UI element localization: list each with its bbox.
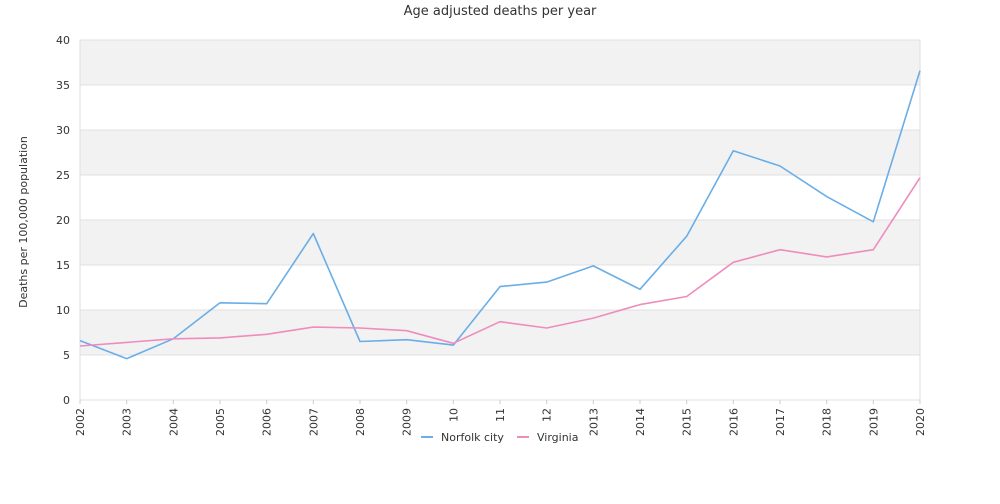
x-tick-label: 2019 xyxy=(867,408,880,436)
y-tick-label: 30 xyxy=(56,124,70,137)
y-tick-label: 20 xyxy=(56,214,70,227)
x-tick-label: 10 xyxy=(447,408,460,422)
legend-label: Norfolk city xyxy=(441,431,504,444)
legend-item: Virginia xyxy=(517,431,578,444)
x-tick-label: 2013 xyxy=(587,408,600,436)
y-tick-label: 35 xyxy=(56,79,70,92)
background-bands xyxy=(80,40,920,400)
x-tick-label: 2006 xyxy=(261,408,274,436)
x-tick-label: 2007 xyxy=(307,408,320,436)
background-band xyxy=(80,40,920,85)
x-tick-label: 2008 xyxy=(354,408,367,436)
y-tick-labels: 0 5 10 15 20 25 30 35 40 xyxy=(56,34,70,407)
x-tick-label: 2020 xyxy=(914,408,927,436)
x-tick-label: 2018 xyxy=(821,408,834,436)
background-band xyxy=(80,175,920,220)
x-tick-label: 2005 xyxy=(214,408,227,436)
legend: Norfolk city Virginia xyxy=(421,431,578,444)
x-tick-label: 2014 xyxy=(634,408,647,436)
background-band xyxy=(80,310,920,355)
legend-item: Norfolk city xyxy=(421,431,504,444)
x-tick-label: 12 xyxy=(541,408,554,422)
y-tick-label: 25 xyxy=(56,169,70,182)
series-lines xyxy=(79,70,921,360)
legend-label: Virginia xyxy=(537,431,578,444)
y-axis-label: Deaths per 100,000 population xyxy=(17,136,30,308)
background-band xyxy=(80,355,920,400)
x-tick-label: 2003 xyxy=(121,408,134,436)
x-tick-label: 2015 xyxy=(681,408,694,436)
x-tick-label: 2016 xyxy=(727,408,740,436)
y-tick-label: 5 xyxy=(63,349,70,362)
x-tick-labels: 2002 2003 2004 2005 2006 2007 2008 2009 10 11 12 20… xyxy=(74,400,927,436)
background-band xyxy=(80,220,920,265)
y-tick-label: 15 xyxy=(56,259,70,272)
x-tick-label: 2004 xyxy=(167,408,180,436)
chart-title: Age adjusted deaths per year xyxy=(404,4,597,19)
x-tick-label: 2017 xyxy=(774,408,787,436)
series-line-virginia xyxy=(79,177,921,347)
x-tick-label: 11 xyxy=(494,408,507,422)
y-tick-label: 10 xyxy=(56,304,70,317)
background-band xyxy=(80,85,920,130)
y-tick-label: 40 xyxy=(56,34,70,47)
x-tick-label: 2002 xyxy=(74,408,87,436)
x-tick-label: 2009 xyxy=(401,408,414,436)
background-band xyxy=(80,130,920,175)
series-line-norfolk-city xyxy=(79,70,921,360)
y-tick-label: 0 xyxy=(63,394,70,407)
